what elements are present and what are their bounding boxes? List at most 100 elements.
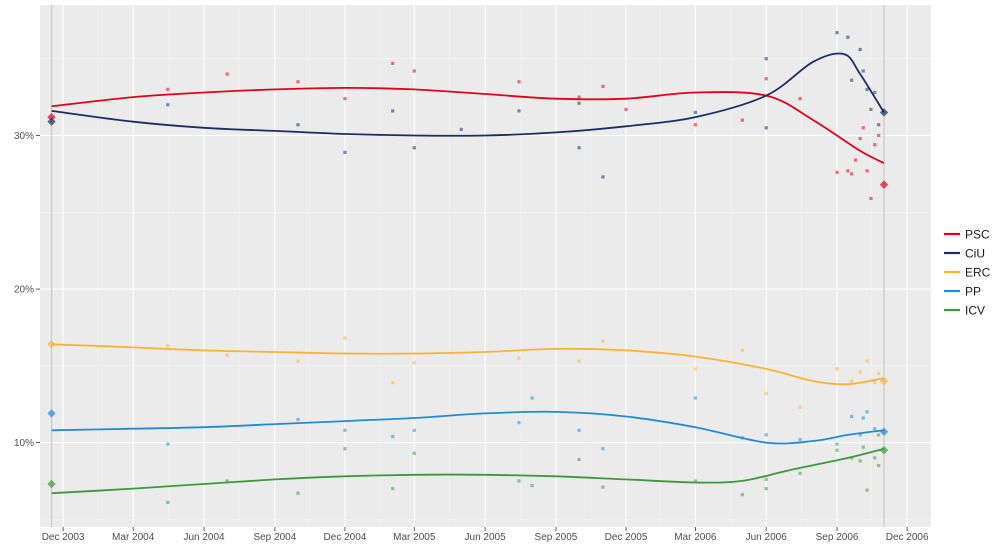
poll-point [873, 90, 877, 95]
poll-point [693, 110, 697, 115]
x-axis: Dec 2003 Mar 2004 Jun 2004 Sep 2004 Dec 2004… [42, 527, 929, 543]
result-marker-pp [879, 427, 889, 437]
poll-point [877, 463, 881, 468]
poll-point [877, 133, 881, 138]
poll-point [577, 146, 581, 150]
poll-point [296, 491, 300, 495]
poll-point [846, 35, 850, 39]
poll-point [861, 445, 865, 449]
poll-point [530, 396, 534, 400]
poll-point [391, 487, 395, 491]
poll-point [296, 359, 300, 363]
poll-point [225, 479, 229, 483]
poll-point [798, 437, 802, 442]
poll-point [601, 485, 605, 489]
result-marker-erc [47, 340, 56, 349]
result-marker-icv [47, 479, 56, 489]
result-marker-ciu [47, 117, 56, 126]
poll-point [225, 353, 229, 357]
poll-point [835, 170, 839, 174]
x-tick-label: Sep 2006 [816, 532, 859, 543]
poll-point [877, 123, 881, 127]
poll-point [530, 483, 534, 488]
result-marker-icv [879, 446, 889, 455]
poll-point [601, 84, 605, 88]
poll-point [846, 169, 850, 173]
poll-point [296, 123, 300, 127]
poll-points [166, 31, 881, 505]
poll-point [764, 126, 768, 130]
poll-point [764, 487, 768, 491]
poll-point [296, 417, 300, 422]
poll-point [861, 69, 865, 73]
y-tick-label: 20% [14, 285, 34, 296]
poll-point [858, 47, 862, 52]
legend-label-icv: ICV [965, 304, 985, 318]
poll-point [835, 442, 839, 446]
poll-point [577, 457, 581, 462]
legend-label-erc: ERC [965, 266, 991, 280]
poll-point [693, 396, 697, 400]
poll-point [391, 381, 395, 385]
poll-point [166, 87, 170, 92]
poll-point [835, 31, 839, 35]
y-tick-label: 10% [14, 438, 34, 449]
poll-point [798, 405, 802, 409]
x-tick-label: Dec 2003 [42, 532, 85, 543]
result-marker-erc [879, 376, 889, 386]
poll-point [412, 361, 416, 365]
poll-point [601, 339, 605, 343]
x-tick-label: Dec 2004 [324, 532, 367, 543]
legend: PSC CiU ERC PP ICV [944, 228, 991, 318]
result-marker-pp [47, 409, 56, 418]
poll-point [865, 488, 869, 492]
poll-point [850, 78, 854, 82]
poll-point [166, 103, 170, 107]
poll-point [850, 379, 854, 383]
poll-point [861, 416, 865, 420]
poll-point [865, 410, 869, 414]
y-tick-label: 30% [14, 131, 34, 142]
trend-lines [51, 52, 885, 495]
poll-point [459, 127, 463, 131]
poll-point [343, 150, 347, 154]
poll-point [391, 109, 395, 113]
result-marker-ciu [879, 108, 889, 117]
poll-point [850, 414, 854, 419]
poll-point [858, 459, 862, 463]
poll-point [412, 428, 416, 432]
trend-line-pp [51, 410, 885, 445]
poll-point [873, 427, 877, 431]
trend-line-psc [51, 86, 885, 164]
election-results [47, 108, 889, 489]
poll-point [877, 433, 881, 437]
poll-point [740, 118, 744, 122]
trend-line-erc [51, 343, 885, 386]
poll-point [225, 72, 229, 76]
x-tick-label: Sep 2005 [535, 532, 578, 543]
poll-point [858, 136, 862, 141]
poll-point [861, 126, 865, 130]
x-tick-label: Jun 2004 [183, 532, 225, 543]
trend-line-ciu [51, 52, 885, 137]
poll-point [412, 146, 416, 150]
poll-point [873, 381, 877, 385]
poll-point [764, 77, 768, 81]
poll-point [764, 57, 768, 61]
poll-point [865, 169, 869, 173]
x-tick-label: Mar 2004 [112, 532, 155, 543]
poll-point [343, 336, 347, 340]
poll-point [166, 344, 170, 348]
poll-point [624, 107, 628, 111]
poll-point [764, 391, 768, 396]
poll-point [693, 123, 697, 127]
x-tick-label: Sep 2004 [253, 532, 296, 543]
result-marker-psc [879, 180, 889, 189]
poll-point [835, 448, 839, 452]
poll-point [577, 95, 581, 99]
poll-point [166, 500, 170, 505]
trend-line-icv [51, 447, 885, 495]
poll-point [391, 434, 395, 439]
poll-point [853, 158, 858, 162]
poll-point [798, 97, 802, 101]
